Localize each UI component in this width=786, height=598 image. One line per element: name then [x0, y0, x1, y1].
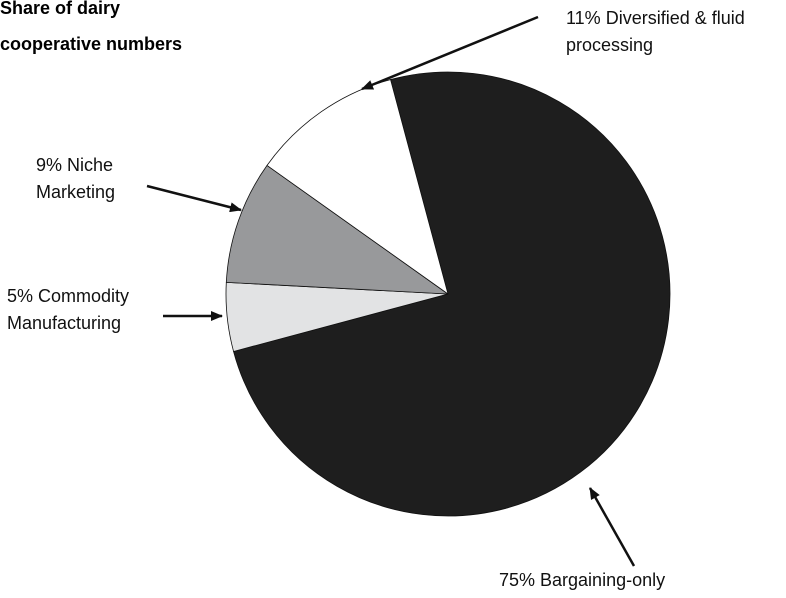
- slice-label-commodity-line-2: Manufacturing: [7, 313, 122, 333]
- pie-slice-bargaining-only: [233, 71, 671, 517]
- slice-label-diversified-line-2: processing: [566, 35, 654, 55]
- arrow-bargaining-only: [588, 487, 636, 567]
- pie-slice-niche-marketing: [225, 165, 449, 295]
- slice-label-commodity-manufacturing: 5% Commodity Manufacturing: [7, 283, 129, 337]
- arrow-diversified-processing: [361, 15, 539, 91]
- arrow-niche-marketing: [146, 184, 242, 213]
- chart-title-line-2: cooperative numbers: [0, 34, 183, 54]
- slice-label-diversified-processing: 11% Diversified & fluid processing: [566, 5, 745, 59]
- slice-label-bargaining-only: 75% Bargaining-only: [499, 567, 665, 594]
- slice-label-commodity-line-1: 5% Commodity: [7, 286, 130, 306]
- chart-title-line-1: Share of dairy: [0, 0, 121, 18]
- slice-label-niche-line-1: 9% Niche: [36, 155, 114, 175]
- slice-label-diversified-line-1: 11% Diversified & fluid: [566, 8, 745, 28]
- slice-label-bargaining-line-1: 75% Bargaining-only: [499, 570, 666, 590]
- pie-slices: [225, 71, 671, 517]
- slice-label-niche-marketing: 9% Niche Marketing: [36, 152, 115, 206]
- slice-label-niche-line-2: Marketing: [36, 182, 116, 202]
